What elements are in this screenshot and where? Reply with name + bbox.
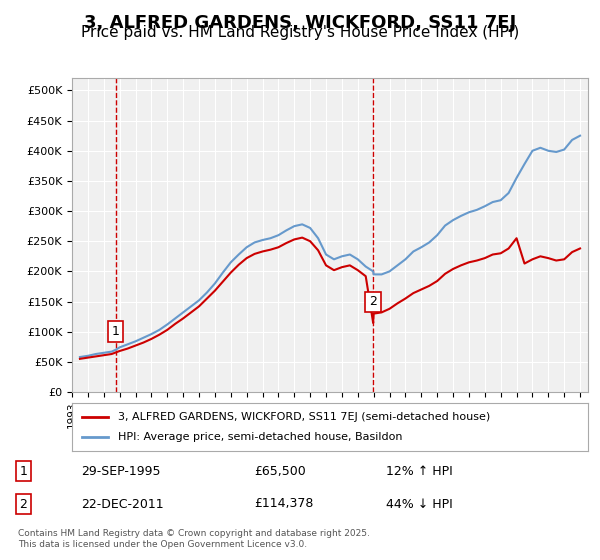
Text: 2: 2 — [369, 296, 377, 309]
Text: 29-SEP-1995: 29-SEP-1995 — [81, 465, 161, 478]
Text: 1: 1 — [112, 325, 119, 338]
Text: HPI: Average price, semi-detached house, Basildon: HPI: Average price, semi-detached house,… — [118, 432, 403, 442]
Text: 12% ↑ HPI: 12% ↑ HPI — [386, 465, 453, 478]
Text: Price paid vs. HM Land Registry's House Price Index (HPI): Price paid vs. HM Land Registry's House … — [81, 25, 519, 40]
Text: £65,500: £65,500 — [254, 465, 305, 478]
Text: 3, ALFRED GARDENS, WICKFORD, SS11 7EJ (semi-detached house): 3, ALFRED GARDENS, WICKFORD, SS11 7EJ (s… — [118, 412, 491, 422]
Text: 22-DEC-2011: 22-DEC-2011 — [81, 497, 164, 511]
Text: 3, ALFRED GARDENS, WICKFORD, SS11 7EJ: 3, ALFRED GARDENS, WICKFORD, SS11 7EJ — [84, 14, 516, 32]
Text: 2: 2 — [20, 497, 28, 511]
Text: Contains HM Land Registry data © Crown copyright and database right 2025.
This d: Contains HM Land Registry data © Crown c… — [18, 529, 370, 549]
Text: £114,378: £114,378 — [254, 497, 313, 511]
Text: 44% ↓ HPI: 44% ↓ HPI — [386, 497, 453, 511]
Text: 1: 1 — [20, 465, 28, 478]
